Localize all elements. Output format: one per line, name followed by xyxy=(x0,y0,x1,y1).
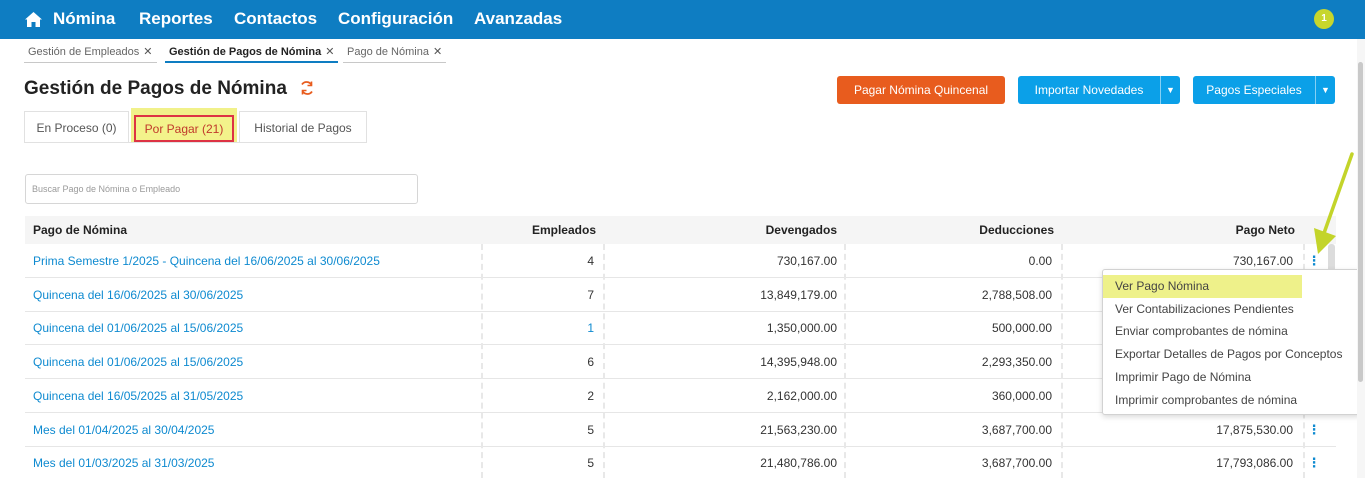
header-devengados[interactable]: Devengados xyxy=(765,223,837,237)
cell-empleados: 6 xyxy=(587,355,594,369)
menu-item-imprimir-comprobantes[interactable]: Imprimir comprobantes de nómina xyxy=(1115,393,1298,407)
search-input[interactable] xyxy=(25,174,418,204)
kebab-menu-icon[interactable]: ⋮ xyxy=(1307,455,1321,470)
cell-deducciones: 360,000.00 xyxy=(991,389,1052,403)
cell-empleados: 5 xyxy=(587,423,594,437)
cell-deducciones: 3,687,700.00 xyxy=(981,456,1052,470)
tab-en-proceso[interactable]: En Proceso (0) xyxy=(24,111,129,143)
menu-item-exportar-detalles[interactable]: Exportar Detalles de Pagos por Conceptos xyxy=(1115,347,1343,361)
table-row[interactable]: Quincena del 16/05/2025 al 31/05/2025 2 2,… xyxy=(25,379,1336,413)
cell-pago-neto: 730,167.00 xyxy=(1232,254,1293,268)
cell-devengados: 14,395,948.00 xyxy=(760,355,837,369)
cell-pago-neto: 17,875,530.00 xyxy=(1216,423,1293,437)
kebab-menu-icon[interactable]: ⋮ xyxy=(1307,253,1321,268)
header-pago-nomina[interactable]: Pago de Nómina xyxy=(33,223,128,237)
cell-pago-nomina[interactable]: Mes del 01/03/2025 al 31/03/2025 xyxy=(33,456,215,470)
nav-avanzadas[interactable]: Avanzadas xyxy=(474,9,563,28)
importar-novedades-button[interactable]: Importar Novedades ▼ xyxy=(1018,76,1180,104)
pagos-especiales-button[interactable]: Pagos Especiales ▼ xyxy=(1193,76,1335,104)
refresh-icon[interactable] xyxy=(299,80,315,96)
cell-empleados: 5 xyxy=(587,456,594,470)
cell-deducciones: 0.00 xyxy=(1028,254,1052,268)
column-divider xyxy=(844,244,846,478)
cell-pago-nomina[interactable]: Quincena del 16/06/2025 al 30/06/2025 xyxy=(33,288,244,302)
pagar-nomina-button[interactable]: Pagar Nómina Quincenal xyxy=(837,76,1005,104)
pagos-especiales-label: Pagos Especiales xyxy=(1206,83,1302,97)
table-row[interactable]: Prima Semestre 1/2025 - Quincena del 16/… xyxy=(25,244,1336,278)
cell-pago-nomina[interactable]: Mes del 01/04/2025 al 30/04/2025 xyxy=(33,423,215,437)
cell-pago-nomina[interactable]: Quincena del 01/06/2025 al 15/06/2025 xyxy=(33,355,244,369)
menu-item-contabilizaciones[interactable]: Ver Contabilizaciones Pendientes xyxy=(1115,302,1294,316)
breadcrumb-tab-pagos[interactable]: Gestión de Pagos de Nómina ✕ xyxy=(165,44,339,63)
column-divider xyxy=(1061,244,1063,478)
breadcrumb-label: Pago de Nómina xyxy=(347,46,429,58)
cell-empleados: 4 xyxy=(587,254,594,268)
importar-novedades-label: Importar Novedades xyxy=(1034,83,1144,97)
table-row[interactable]: Mes del 01/03/2025 al 31/03/2025 5 21,480,… xyxy=(25,446,1336,478)
menu-item-imprimir-pago[interactable]: Imprimir Pago de Nómina xyxy=(1115,370,1252,384)
row-actions-menu: Ver Pago Nómina Ver Contabilizaciones Pe… xyxy=(1102,269,1361,415)
nav-contactos[interactable]: Contactos xyxy=(234,9,318,28)
caret-down-icon[interactable]: ▼ xyxy=(1315,76,1335,104)
column-divider xyxy=(481,244,483,478)
nav-reportes[interactable]: Reportes xyxy=(139,9,213,28)
header-deducciones[interactable]: Deducciones xyxy=(979,223,1054,237)
breadcrumb-label: Gestión de Empleados xyxy=(28,46,140,58)
close-icon[interactable]: ✕ xyxy=(325,46,335,58)
column-divider xyxy=(603,244,605,478)
nav-configuracion[interactable]: Configuración xyxy=(338,9,454,28)
cell-pago-nomina[interactable]: Quincena del 16/05/2025 al 31/05/2025 xyxy=(33,389,244,403)
cell-devengados: 21,480,786.00 xyxy=(760,456,837,470)
home-icon[interactable] xyxy=(24,11,43,28)
tab-historial[interactable]: Historial de Pagos xyxy=(239,111,367,143)
close-icon[interactable]: ✕ xyxy=(143,46,153,58)
page-title: Gestión de Pagos de Nómina xyxy=(24,78,287,99)
cell-devengados: 1,350,000.00 xyxy=(766,321,837,335)
cell-deducciones: 500,000.00 xyxy=(991,321,1052,335)
table-scrollbar[interactable] xyxy=(1328,244,1335,274)
table-header: Pago de Nómina Empleados Devengados Dedu… xyxy=(25,216,1336,244)
nav-nomina[interactable]: Nómina xyxy=(53,9,116,28)
caret-down-icon[interactable]: ▼ xyxy=(1160,76,1180,104)
header-pago-neto[interactable]: Pago Neto xyxy=(1235,223,1295,237)
tabs-divider xyxy=(24,142,367,143)
kebab-menu-icon[interactable]: ⋮ xyxy=(1307,422,1321,437)
notification-badge[interactable]: 1 xyxy=(1314,9,1334,29)
cell-devengados: 21,563,230.00 xyxy=(760,423,837,437)
cell-empleados: 2 xyxy=(587,389,594,403)
annotation-arrow-icon xyxy=(1314,152,1354,254)
menu-item-enviar-comprobantes[interactable]: Enviar comprobantes de nómina xyxy=(1115,324,1288,338)
cell-devengados: 730,167.00 xyxy=(776,254,837,268)
cell-empleados: 7 xyxy=(587,288,594,302)
top-navbar: Nómina Reportes Contactos Configuración … xyxy=(0,0,1365,39)
table-row[interactable]: Mes del 01/04/2025 al 30/04/2025 5 21,563,… xyxy=(25,413,1336,447)
cell-deducciones: 2,788,508.00 xyxy=(981,288,1052,302)
tab-por-pagar[interactable]: Por Pagar (21) xyxy=(134,115,234,142)
cell-devengados: 2,162,000.00 xyxy=(766,389,837,403)
menu-item-ver-pago[interactable]: Ver Pago Nómina xyxy=(1103,275,1302,298)
breadcrumb-label: Gestión de Pagos de Nómina xyxy=(169,46,322,58)
page-scrollbar-thumb[interactable] xyxy=(1358,62,1363,382)
cell-devengados: 13,849,179.00 xyxy=(760,288,837,302)
breadcrumb-tab-pago-nomina[interactable]: Pago de Nómina ✕ xyxy=(343,44,447,63)
cell-deducciones: 3,687,700.00 xyxy=(981,423,1052,437)
cell-pago-neto: 17,793,086.00 xyxy=(1216,456,1293,470)
close-icon[interactable]: ✕ xyxy=(432,46,443,58)
header-empleados[interactable]: Empleados xyxy=(531,223,596,237)
cell-pago-nomina[interactable]: Prima Semestre 1/2025 - Quincena del 16/… xyxy=(33,254,380,268)
cell-pago-nomina[interactable]: Quincena del 01/06/2025 al 15/06/2025 xyxy=(33,321,244,335)
cell-empleados[interactable]: 1 xyxy=(587,321,594,335)
cell-deducciones: 2,293,350.00 xyxy=(981,355,1052,369)
breadcrumb-tab-empleados[interactable]: Gestión de Empleados ✕ xyxy=(24,44,157,63)
